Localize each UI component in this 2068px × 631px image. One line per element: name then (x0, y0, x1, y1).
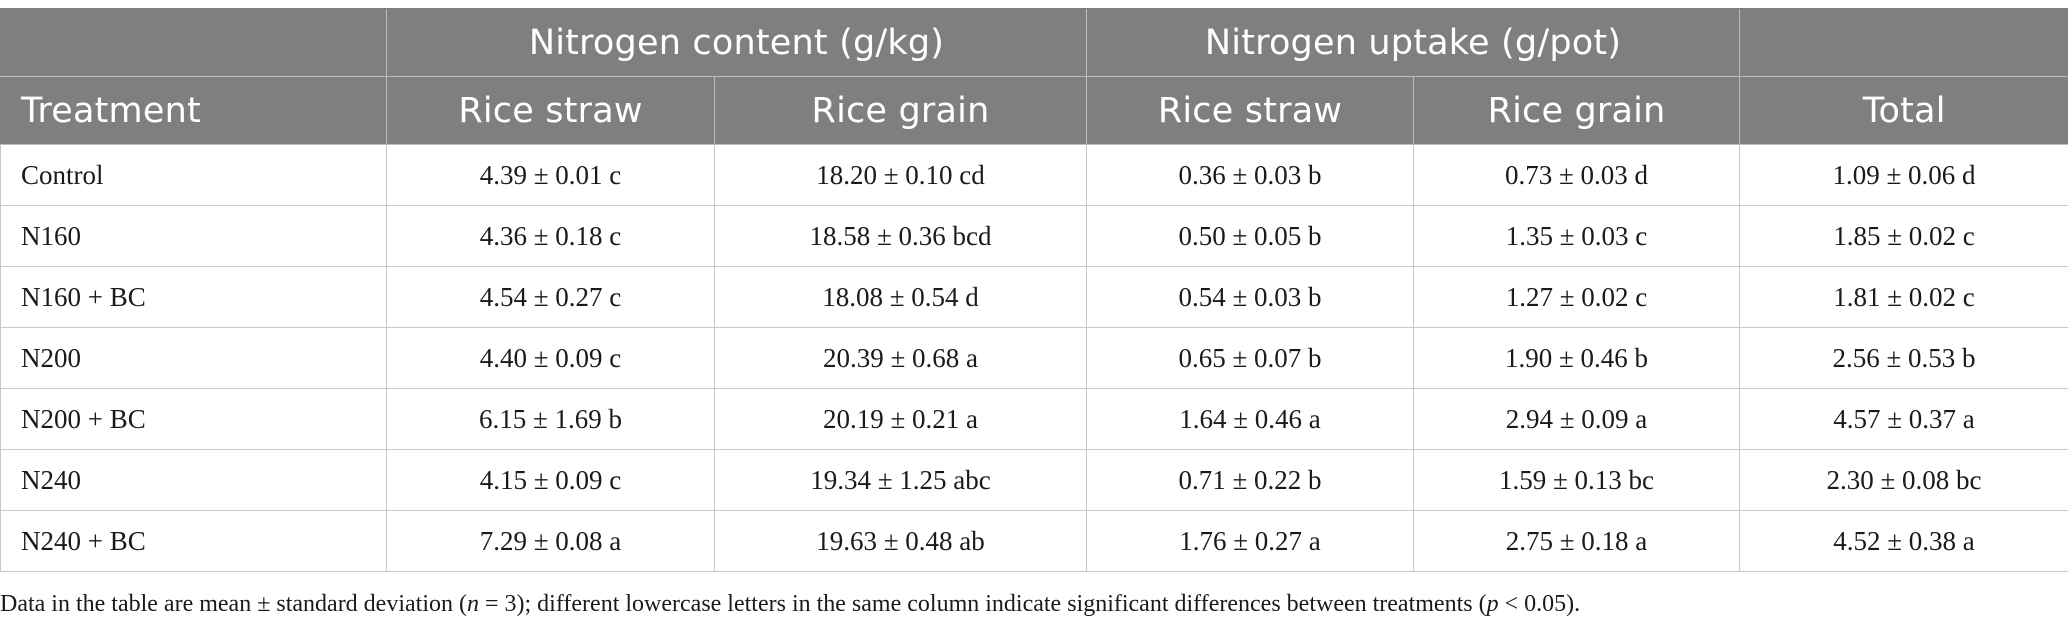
group-header-row: Nitrogen content (g/kg) Nitrogen uptake … (0, 8, 2068, 77)
total-cell: 4.57 ± 0.37 a (1739, 388, 2068, 450)
table-header: Nitrogen content (g/kg) Nitrogen uptake … (0, 8, 2068, 145)
uptake-straw-cell: 0.36 ± 0.03 b (1086, 144, 1415, 206)
group-header-nitrogen-content: Nitrogen content (g/kg) (385, 8, 1087, 77)
data-table-container: Nitrogen content (g/kg) Nitrogen uptake … (0, 8, 2068, 572)
treatment-cell: N200 + BC (0, 388, 387, 450)
table-row: N200 + BC 6.15 ± 1.69 b 20.19 ± 0.21 a 1… (0, 388, 2068, 450)
table-body: Control 4.39 ± 0.01 c 18.20 ± 0.10 cd 0.… (0, 144, 2068, 572)
uptake-grain-cell: 2.75 ± 0.18 a (1413, 510, 1741, 572)
treatment-cell: Control (0, 144, 387, 206)
table-row: N240 4.15 ± 0.09 c 19.34 ± 1.25 abc 0.71… (0, 449, 2068, 511)
column-header-total: Total (1739, 76, 2068, 145)
total-cell: 2.56 ± 0.53 b (1739, 327, 2068, 389)
uptake-grain-cell: 1.59 ± 0.13 bc (1413, 449, 1741, 511)
uptake-straw-cell: 0.71 ± 0.22 b (1086, 449, 1415, 511)
footnote-text-3: < 0.05). (1498, 591, 1581, 617)
treatment-cell: N160 + BC (0, 266, 387, 328)
uptake-straw-cell: 0.54 ± 0.03 b (1086, 266, 1415, 328)
column-header-uptake-rice-straw: Rice straw (1086, 76, 1414, 145)
column-header-content-rice-straw: Rice straw (386, 76, 715, 145)
uptake-straw-cell: 1.64 ± 0.46 a (1086, 388, 1415, 450)
uptake-straw-cell: 0.50 ± 0.05 b (1086, 205, 1415, 267)
total-cell: 4.52 ± 0.38 a (1739, 510, 2068, 572)
footnote-p-symbol: p (1486, 591, 1499, 617)
content-grain-cell: 18.58 ± 0.36 bcd (713, 205, 1088, 267)
content-straw-cell: 4.39 ± 0.01 c (386, 144, 715, 206)
table-row: N200 4.40 ± 0.09 c 20.39 ± 0.68 a 0.65 ±… (0, 327, 2068, 389)
content-grain-cell: 20.39 ± 0.68 a (713, 327, 1088, 389)
header-empty-cell (0, 8, 387, 77)
column-header-content-rice-grain: Rice grain (713, 76, 1087, 145)
uptake-grain-cell: 0.73 ± 0.03 d (1413, 144, 1741, 206)
nitrogen-table: Nitrogen content (g/kg) Nitrogen uptake … (0, 8, 2068, 572)
column-header-treatment: Treatment (0, 76, 387, 145)
footnote-text-2: = 3); different lowercase letters in the… (478, 591, 1487, 617)
uptake-straw-cell: 1.76 ± 0.27 a (1086, 510, 1415, 572)
content-grain-cell: 19.63 ± 0.48 ab (713, 510, 1088, 572)
total-cell: 2.30 ± 0.08 bc (1739, 449, 2068, 511)
treatment-cell: N240 (0, 449, 387, 511)
content-straw-cell: 4.15 ± 0.09 c (386, 449, 715, 511)
uptake-straw-cell: 0.65 ± 0.07 b (1086, 327, 1415, 389)
table-row: N160 + BC 4.54 ± 0.27 c 18.08 ± 0.54 d 0… (0, 266, 2068, 328)
content-grain-cell: 19.34 ± 1.25 abc (713, 449, 1088, 511)
uptake-grain-cell: 1.90 ± 0.46 b (1413, 327, 1741, 389)
content-straw-cell: 7.29 ± 0.08 a (386, 510, 715, 572)
total-cell: 1.09 ± 0.06 d (1739, 144, 2068, 206)
table-footnote: Data in the table are mean ± standard de… (0, 591, 1580, 618)
total-cell: 1.81 ± 0.02 c (1739, 266, 2068, 328)
footnote-n-symbol: n (466, 591, 479, 617)
uptake-grain-cell: 2.94 ± 0.09 a (1413, 388, 1741, 450)
treatment-cell: N160 (0, 205, 387, 267)
column-header-row: Treatment Rice straw Rice grain Rice str… (0, 76, 2068, 145)
column-header-uptake-rice-grain: Rice grain (1413, 76, 1740, 145)
content-straw-cell: 4.40 ± 0.09 c (386, 327, 715, 389)
header-empty-cell (1739, 8, 2068, 77)
table-row: N240 + BC 7.29 ± 0.08 a 19.63 ± 0.48 ab … (0, 510, 2068, 572)
treatment-cell: N200 (0, 327, 387, 389)
content-straw-cell: 4.36 ± 0.18 c (386, 205, 715, 267)
content-straw-cell: 4.54 ± 0.27 c (386, 266, 715, 328)
content-grain-cell: 20.19 ± 0.21 a (713, 388, 1088, 450)
uptake-grain-cell: 1.35 ± 0.03 c (1413, 205, 1741, 267)
footnote-text-1: Data in the table are mean ± standard de… (0, 591, 467, 617)
table-row: N160 4.36 ± 0.18 c 18.58 ± 0.36 bcd 0.50… (0, 205, 2068, 267)
treatment-cell: N240 + BC (0, 510, 387, 572)
table-row: Control 4.39 ± 0.01 c 18.20 ± 0.10 cd 0.… (0, 144, 2068, 206)
group-header-nitrogen-uptake: Nitrogen uptake (g/pot) (1086, 8, 1740, 77)
content-straw-cell: 6.15 ± 1.69 b (386, 388, 715, 450)
total-cell: 1.85 ± 0.02 c (1739, 205, 2068, 267)
content-grain-cell: 18.08 ± 0.54 d (713, 266, 1088, 328)
content-grain-cell: 18.20 ± 0.10 cd (713, 144, 1088, 206)
uptake-grain-cell: 1.27 ± 0.02 c (1413, 266, 1741, 328)
